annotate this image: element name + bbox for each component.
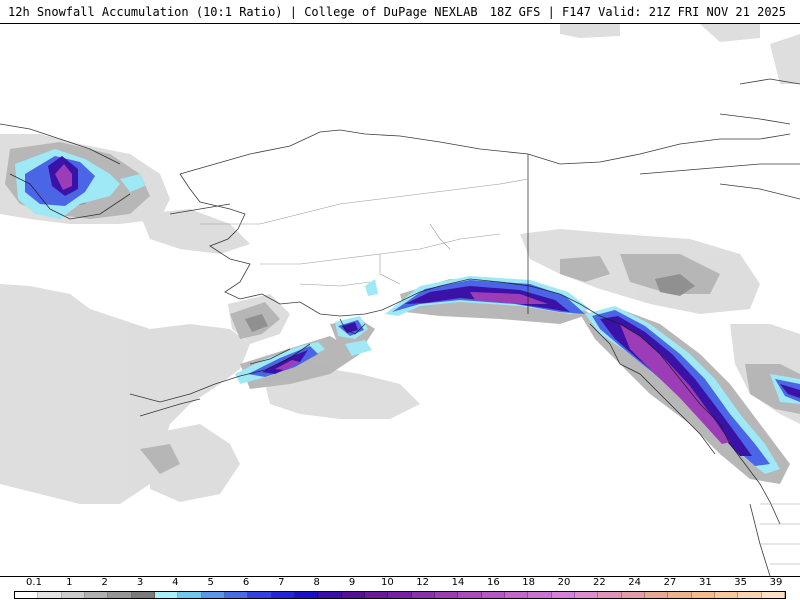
legend-label: 6 <box>242 577 250 588</box>
legend-swatch <box>271 592 295 598</box>
legend-swatch <box>714 592 739 598</box>
legend-swatch <box>341 592 365 598</box>
legend-label: 20 <box>557 577 571 588</box>
legend-label: 8 <box>313 577 320 588</box>
legend-label: 22 <box>592 577 606 588</box>
legend-swatch <box>248 592 272 598</box>
legend-label: 31 <box>698 577 712 588</box>
legend-label: 4 <box>172 577 179 588</box>
legend-swatch <box>598 592 622 598</box>
legend-swatch <box>691 592 715 598</box>
legend-label: 0.1 <box>26 577 42 588</box>
legend-color-bar <box>14 591 786 599</box>
legend-label: 9 <box>348 577 356 588</box>
legend-swatch <box>761 592 785 598</box>
snowfall-map <box>0 24 800 576</box>
legend-swatch <box>644 592 669 598</box>
legend-swatch <box>528 592 552 598</box>
legend-swatch <box>434 592 459 598</box>
legend-swatch <box>318 592 342 598</box>
legend-swatch <box>551 592 575 598</box>
legend-swatch <box>15 592 39 598</box>
legend-swatch <box>201 592 225 598</box>
legend-swatch <box>458 592 482 598</box>
header-bar: 12h Snowfall Accumulation (10:1 Ratio) |… <box>0 0 800 24</box>
legend-swatch <box>504 592 529 598</box>
legend-swatch <box>294 592 319 598</box>
legend-swatch <box>738 592 762 598</box>
legend-label: 2 <box>101 577 108 588</box>
legend-label: 12 <box>416 577 430 588</box>
legend-label: 7 <box>278 577 285 588</box>
legend-label: 18 <box>522 577 536 588</box>
legend-swatch <box>574 592 599 598</box>
legend-swatch <box>668 592 692 598</box>
legend-swatch <box>411 592 435 598</box>
legend-swatch <box>178 592 202 598</box>
legend-label: 5 <box>207 577 214 588</box>
legend-swatch <box>84 592 109 598</box>
magenta-snow-areas <box>55 164 730 444</box>
legend-label: 27 <box>663 577 677 588</box>
model-run-info: 18Z GFS | F147 Valid: 21Z FRI NOV 21 202… <box>489 5 786 19</box>
legend-label: 1 <box>66 577 73 588</box>
legend-swatch <box>108 592 132 598</box>
legend-label: 16 <box>486 577 500 588</box>
legend-swatch <box>481 592 505 598</box>
legend-swatch <box>621 592 645 598</box>
legend-label: 35 <box>734 577 748 588</box>
legend-swatch <box>224 592 249 598</box>
map-title: 12h Snowfall Accumulation (10:1 Ratio) |… <box>8 5 478 19</box>
snowfall-legend: 0.1 1 2 3 4 5 6 7 8 9 10 12 14 16 18 20 22 24 27 31 35 39 <box>0 576 800 600</box>
legend-label: 39 <box>769 577 783 588</box>
legend-swatch <box>364 592 389 598</box>
legend-swatch <box>61 592 85 598</box>
legend-swatch <box>388 592 412 598</box>
legend-labels: 0.1 1 2 3 4 5 6 7 8 9 10 12 14 16 18 20 22 24 27 31 35 39 <box>0 577 800 589</box>
legend-swatch <box>131 592 155 598</box>
region-borders <box>200 178 800 565</box>
legend-label: 24 <box>628 577 642 588</box>
coastlines <box>0 78 800 576</box>
legend-swatch <box>154 592 179 598</box>
legend-label: 3 <box>136 577 144 588</box>
legend-swatch <box>38 592 62 598</box>
legend-label: 10 <box>380 577 394 588</box>
legend-label: 14 <box>451 577 465 588</box>
